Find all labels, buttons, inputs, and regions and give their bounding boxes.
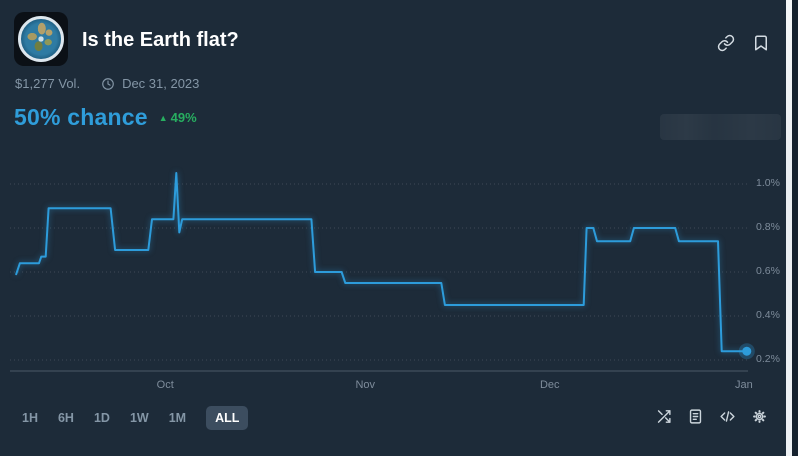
x-tick-label: Nov	[355, 379, 376, 391]
timeframe-1w[interactable]: 1W	[129, 411, 149, 425]
chance-change: ▲ 49%	[159, 110, 197, 125]
y-tick-label: 0.2%	[756, 353, 780, 365]
market-meta: $1,277 Vol. Dec 31, 2023	[15, 76, 199, 91]
timeframe-1m[interactable]: 1M	[168, 411, 187, 425]
copy-link-icon[interactable]	[717, 34, 735, 52]
timeframe-all[interactable]: ALL	[206, 406, 249, 430]
bookmark-icon[interactable]	[752, 34, 770, 52]
x-tick-label: Oct	[156, 379, 174, 391]
blurred-panel	[660, 114, 781, 140]
document-icon[interactable]	[687, 408, 704, 425]
chart-tool-icons	[655, 408, 768, 425]
shuffle-icon[interactable]	[655, 408, 672, 425]
y-tick-label: 0.8%	[756, 221, 780, 233]
timeframe-1d[interactable]: 1D	[93, 411, 110, 425]
settings-gear-icon[interactable]	[751, 408, 768, 425]
timeframe-1h[interactable]: 1H	[22, 411, 38, 425]
timeframe-selector: 1H 6H 1D 1W 1M ALL	[22, 404, 249, 432]
flat-earth-map-image	[18, 16, 64, 62]
up-triangle-icon: ▲	[158, 112, 168, 123]
price-line-svg	[10, 172, 755, 372]
change-value: 49%	[170, 110, 197, 125]
timeframe-6h[interactable]: 6H	[57, 411, 74, 425]
header-actions	[717, 34, 770, 52]
clock-icon	[101, 77, 115, 91]
y-tick-label: 0.6%	[756, 265, 780, 277]
chart-controls: 1H 6H 1D 1W 1M ALL	[0, 404, 792, 436]
x-tick-label: Jan	[734, 379, 753, 391]
latest-price-dot	[742, 346, 752, 356]
x-tick-label: Dec	[539, 379, 560, 391]
y-tick-label: 1.0%	[756, 177, 780, 189]
embed-code-icon[interactable]	[719, 408, 736, 425]
chance-value: 50% chance	[14, 104, 148, 130]
page-edge	[786, 0, 792, 456]
y-tick-label: 0.4%	[756, 309, 780, 321]
market-avatar	[14, 12, 68, 66]
page-title: Is the Earth flat?	[82, 29, 239, 51]
end-date-text: Dec 31, 2023	[122, 76, 200, 91]
volume-text: $1,277 Vol.	[15, 76, 81, 91]
price-chart[interactable]: 1.0% 0.8% 0.6% 0.4% 0.2% Oct Nov Dec Jan	[10, 165, 780, 391]
chance-row: 50% chance ▲ 49%	[14, 104, 197, 131]
